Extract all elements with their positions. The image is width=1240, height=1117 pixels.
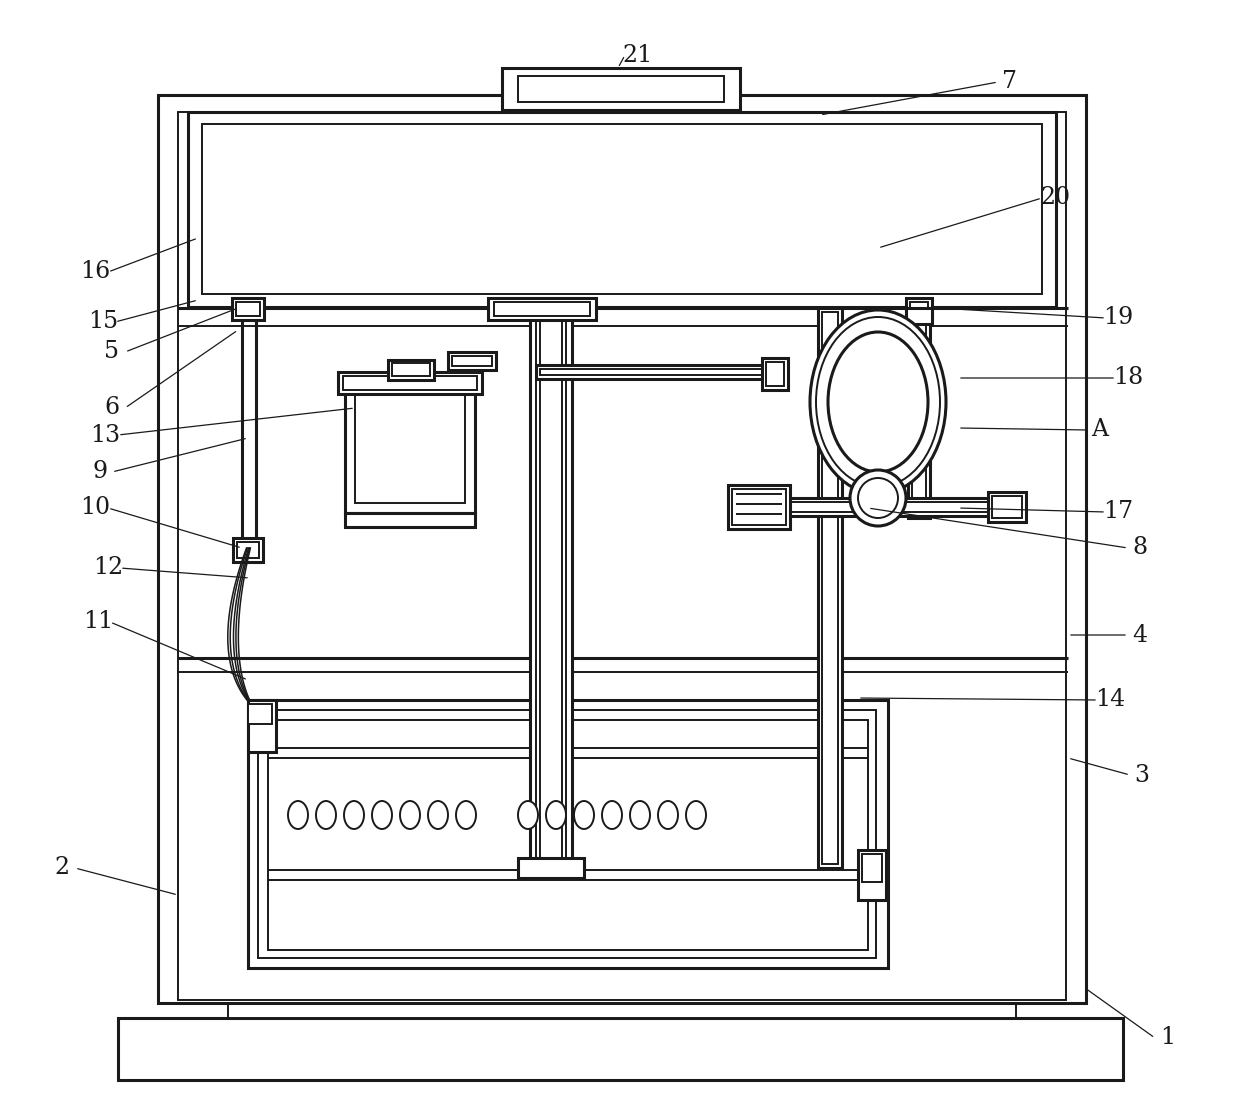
Ellipse shape [574, 801, 594, 829]
Text: 2: 2 [55, 857, 69, 879]
Ellipse shape [601, 801, 622, 829]
Ellipse shape [816, 317, 940, 487]
Bar [911, 312, 926, 514]
Ellipse shape [858, 478, 898, 518]
Bar [236, 302, 260, 316]
Bar [258, 710, 875, 958]
Bar [202, 124, 1042, 294]
Ellipse shape [810, 311, 946, 494]
Bar [862, 855, 882, 882]
Ellipse shape [546, 801, 565, 829]
Ellipse shape [316, 801, 336, 829]
Bar [518, 858, 584, 878]
Bar [539, 318, 562, 865]
Bar [118, 1018, 1123, 1080]
Bar [489, 298, 596, 319]
Bar [248, 700, 277, 752]
Bar [355, 395, 465, 503]
Text: 5: 5 [104, 341, 119, 363]
Bar [339, 372, 482, 394]
Bar [502, 68, 740, 109]
Text: 14: 14 [1095, 688, 1125, 712]
Text: 16: 16 [79, 260, 110, 284]
Text: 17: 17 [1102, 500, 1133, 524]
Text: 18: 18 [1112, 366, 1143, 390]
Bar [345, 513, 475, 527]
Ellipse shape [828, 332, 928, 472]
Bar [345, 385, 475, 513]
Ellipse shape [401, 801, 420, 829]
Bar [536, 314, 565, 866]
Ellipse shape [686, 801, 706, 829]
Bar [908, 308, 930, 518]
Text: 15: 15 [88, 311, 118, 334]
Bar [453, 356, 492, 366]
Text: 20: 20 [1040, 187, 1070, 210]
Bar [992, 496, 1022, 518]
Bar [818, 308, 842, 868]
Text: 19: 19 [1102, 306, 1133, 330]
Bar [732, 489, 786, 525]
Bar [766, 362, 784, 386]
Ellipse shape [630, 801, 650, 829]
Text: 11: 11 [83, 611, 113, 633]
Bar [157, 95, 1086, 1003]
Ellipse shape [518, 801, 538, 829]
Bar [728, 485, 790, 529]
Bar [742, 502, 994, 512]
Bar [536, 365, 776, 379]
Ellipse shape [288, 801, 308, 829]
Text: 8: 8 [1132, 536, 1147, 560]
Bar [248, 700, 888, 968]
Bar [228, 997, 1016, 1018]
Text: 21: 21 [622, 44, 653, 67]
Bar [233, 538, 263, 562]
Bar [448, 352, 496, 370]
Bar [822, 312, 838, 865]
Bar [529, 308, 572, 868]
Bar [188, 112, 1056, 307]
Bar [179, 112, 1066, 1000]
Ellipse shape [456, 801, 476, 829]
Ellipse shape [372, 801, 392, 829]
Bar [988, 491, 1025, 522]
Bar [248, 704, 272, 724]
Bar [388, 360, 434, 380]
Bar [518, 76, 724, 102]
Bar [343, 376, 477, 390]
Bar [539, 369, 773, 375]
Bar [232, 298, 264, 319]
Text: 1: 1 [1161, 1027, 1176, 1050]
Bar [268, 720, 868, 949]
Ellipse shape [849, 470, 906, 526]
Text: 9: 9 [93, 460, 108, 484]
Bar [494, 302, 590, 316]
Text: 13: 13 [91, 423, 120, 447]
Bar [763, 359, 787, 390]
Bar [858, 850, 887, 900]
Bar [906, 308, 932, 324]
Bar [906, 298, 932, 316]
Bar [910, 302, 928, 312]
Text: 12: 12 [93, 556, 123, 580]
Ellipse shape [343, 801, 365, 829]
Text: 6: 6 [104, 397, 119, 420]
Text: 10: 10 [79, 496, 110, 519]
Text: 3: 3 [1135, 764, 1149, 786]
Ellipse shape [658, 801, 678, 829]
Text: A: A [1091, 419, 1109, 441]
Bar [392, 363, 430, 376]
Bar [738, 498, 998, 516]
Ellipse shape [428, 801, 448, 829]
Bar [237, 542, 259, 558]
Text: 4: 4 [1132, 623, 1147, 647]
Text: 7: 7 [1002, 70, 1018, 94]
